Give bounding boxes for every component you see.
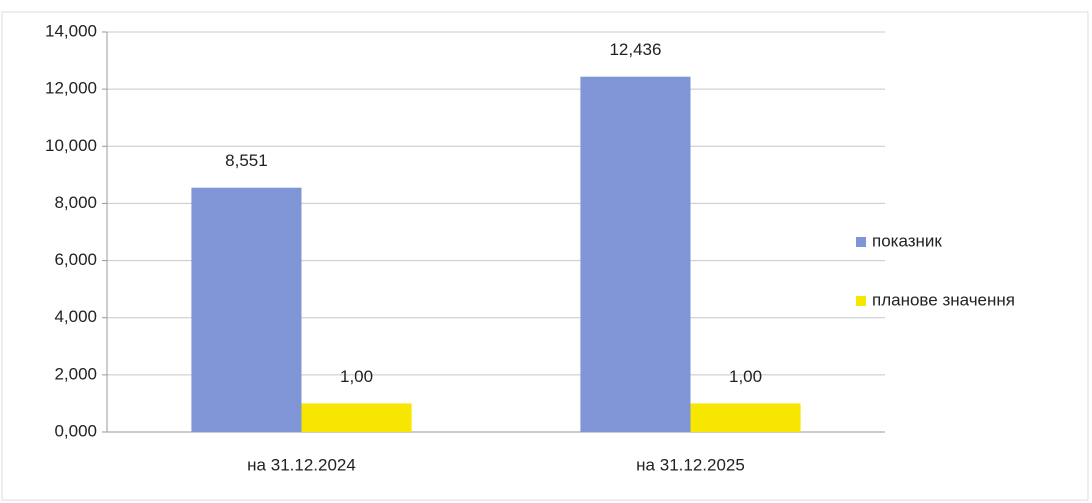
value-label: 8,551 <box>225 151 268 170</box>
x-tick-label: на 31.12.2024 <box>247 455 356 474</box>
legend-label: показник <box>872 231 942 250</box>
y-tick-label: 0,000 <box>54 421 97 440</box>
value-label: 12,436 <box>609 40 661 59</box>
bar <box>580 76 691 432</box>
value-label: 1,00 <box>340 367 373 386</box>
y-tick-label: 4,000 <box>54 307 97 326</box>
y-tick-label: 10,000 <box>45 136 97 155</box>
y-tick-label: 6,000 <box>54 250 97 269</box>
legend-label: планове значення <box>872 290 1015 309</box>
value-label: 1,00 <box>729 367 762 386</box>
bar <box>690 403 801 432</box>
bar <box>191 187 302 432</box>
y-tick-label: 12,000 <box>45 79 97 98</box>
y-tick-label: 14,000 <box>45 21 97 40</box>
legend-swatch <box>856 296 866 306</box>
y-tick-label: 8,000 <box>54 193 97 212</box>
bar <box>301 403 412 432</box>
x-tick-label: на 31.12.2025 <box>636 455 745 474</box>
legend-swatch <box>856 237 866 247</box>
chart-border <box>1 11 1089 501</box>
y-tick-label: 2,000 <box>54 364 97 383</box>
